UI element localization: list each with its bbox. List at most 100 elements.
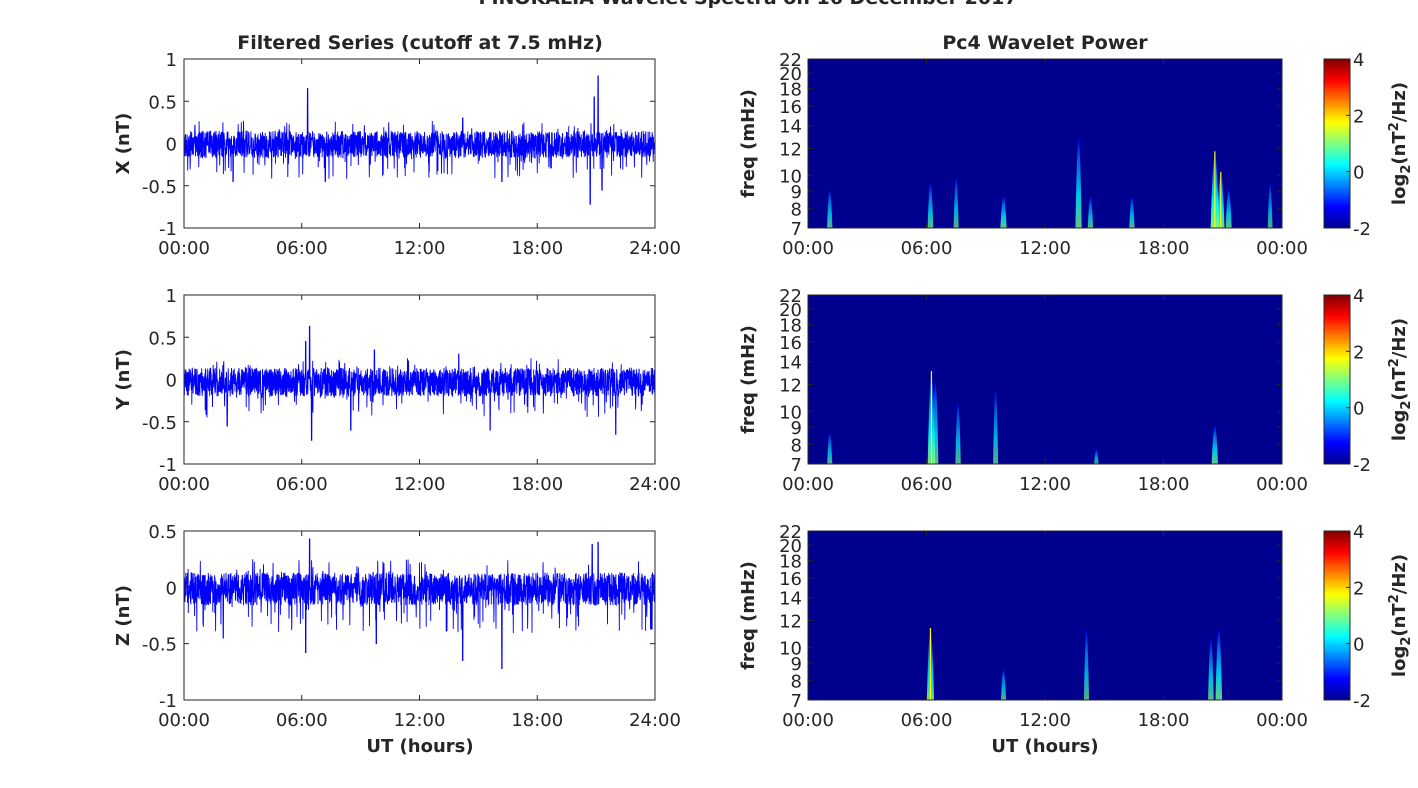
x-tick-label: 06:00 [276,710,328,731]
colorbar-scale [1323,294,1351,465]
y-tick-label: 20 [779,300,802,321]
colorbar-label: log2(nT2/Hz) [1387,318,1414,441]
series-line [183,538,656,669]
y-tick-label: -0.5 [142,635,177,656]
colorbar: -2 0 2 4 log2(nT2/Hz) [1323,522,1414,712]
colorbar-tick-label: 2 [1353,578,1364,599]
y-tick-label: -1 [159,691,177,712]
figure-suptitle: FINOKALIA Wavelet Spectra on 16 December… [478,0,1017,9]
x-tick-label: 00:00 [1256,474,1308,495]
y-tick-label: 16 [779,97,802,118]
x-tick-label: 12:00 [394,710,446,731]
y-tick-label: 1 [166,286,177,307]
y-tick-label: 7 [791,455,802,476]
y-tick-label: 14 [779,589,802,610]
x-tick-label: 06:00 [901,710,953,731]
y-tick-label: 16 [779,333,802,354]
y-tick-label: 8 [791,435,802,456]
y-tick-label: 22 [779,50,802,71]
time-series-panel: -1 -0.5 0 0.5 00:00 06:00 12:00 18:00 24:00 Z (nT… [113,522,681,731]
right-x-axis-label: UT (hours) [991,736,1098,757]
burst-layer [827,371,1218,464]
power-burst [1215,629,1223,700]
x-tick-label: 18:00 [511,710,563,731]
x-tick-label: 12:00 [1019,710,1071,731]
plot-area [808,59,1282,228]
y-tick-label: 10 [779,402,802,423]
plot-area [808,295,1282,464]
y-tick-label: 9 [791,182,802,203]
y-tick-label: 12 [779,611,802,632]
x-tick-label: 06:00 [901,474,953,495]
x-tick-label: 06:00 [901,238,953,259]
x-tick-label: 18:00 [511,238,563,259]
y-tick-label: 0 [166,371,177,392]
power-burst [1000,196,1007,228]
x-tick-label: 12:00 [394,238,446,259]
y-tick-label: -1 [159,455,177,476]
colorbar: -2 0 2 4 log2(nT2/Hz) [1323,50,1414,240]
colorbar-label: log2(nT2/Hz) [1387,554,1414,677]
left-x-axis-label: UT (hours) [366,736,473,757]
y-axis-label: freq (mHz) [738,325,759,434]
y-tick-label: 1 [166,50,177,71]
x-tick-label: 12:00 [1019,474,1071,495]
burst-layer [827,138,1273,228]
series-line [183,75,656,205]
colorbar: -2 0 2 4 log2(nT2/Hz) [1323,286,1414,476]
colorbar-tick-label: 0 [1353,399,1364,420]
y-tick-label: 0.5 [148,328,177,349]
x-tick-label: 00:00 [158,710,210,731]
power-burst [1211,425,1218,464]
x-tick-label: 00:00 [158,238,210,259]
panels-group: -1 -0.5 0 0.5 1 00:00 06:00 12:00 18:00 24:00 X (n… [113,50,1414,731]
colorbar-tick-label: 2 [1353,106,1364,127]
y-tick-label: 22 [779,286,802,307]
x-tick-label: 24:00 [629,710,681,731]
y-axis-label: Y (nT) [113,349,134,411]
y-axis-label: X (nT) [113,113,134,175]
y-tick-label: 20 [779,64,802,85]
colorbar-scale [1323,530,1351,701]
x-tick-label: 00:00 [1256,238,1308,259]
power-burst [927,183,934,228]
colorbar-tick-label: 4 [1353,50,1364,71]
power-burst [1208,638,1214,700]
x-tick-label: 18:00 [1138,474,1190,495]
power-burst [1267,183,1273,228]
x-tick-label: 00:00 [782,710,834,731]
y-tick-label: 22 [779,522,802,543]
y-tick-label: 9 [791,418,802,439]
y-tick-label: 14 [779,117,802,138]
y-tick-label: -0.5 [142,413,177,434]
y-tick-label: -1 [159,219,177,240]
power-burst [827,189,833,228]
x-tick-label: 00:00 [782,474,834,495]
power-burst [932,381,939,464]
time-series-panel: -1 -0.5 0 0.5 1 00:00 06:00 12:00 18:00 24:00 Y (n… [113,286,681,495]
power-burst [1094,449,1099,464]
right-column-title: Pc4 Wavelet Power [942,32,1148,54]
y-tick-label: 9 [791,654,802,675]
colorbar-tick-label: -2 [1353,219,1371,240]
y-tick-label: 7 [791,219,802,240]
y-tick-label: 20 [779,536,802,557]
power-burst [1129,196,1135,228]
power-burst [955,402,961,464]
power-burst [827,432,833,464]
y-tick-label: 8 [791,199,802,220]
y-tick-label: 7 [791,691,802,712]
power-burst [993,389,999,464]
x-tick-label: 00:00 [158,474,210,495]
y-tick-label: 14 [779,353,802,374]
y-tick-label: 0 [166,135,177,156]
power-burst [1000,668,1007,700]
x-tick-label: 00:00 [1256,710,1308,731]
colorbar-tick-label: 4 [1353,286,1364,307]
y-tick-label: 18 [779,552,802,573]
left-column-title: Filtered Series (cutoff at 7.5 mHz) [237,32,603,54]
y-tick-label: 0.5 [148,92,177,113]
